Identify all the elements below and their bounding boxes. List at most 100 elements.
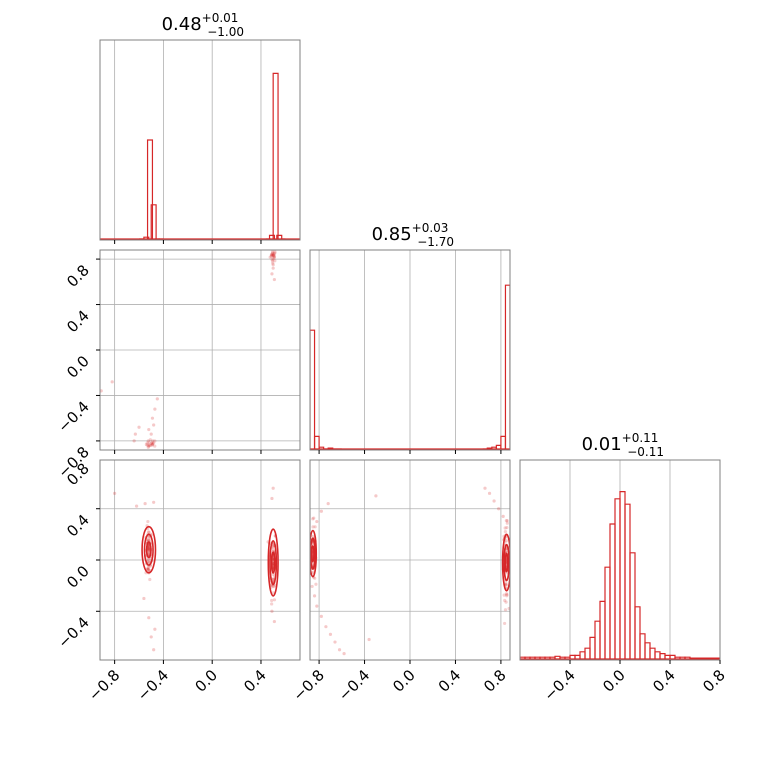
param-1-vs-param-3-point-66 [146, 567, 150, 572]
param-1-vs-param-3-point-135 [272, 598, 277, 602]
param-1-vs-param-3-point-24 [145, 567, 150, 571]
param-2-vs-param-3-point-95 [505, 521, 509, 525]
param-1-vs-param-3-point-152 [134, 504, 139, 508]
xtick-label-param-3-3: 0.8 [699, 666, 729, 696]
param-2-vs-param-3-point-8 [311, 517, 315, 521]
marginal-param-3-panel [519, 459, 721, 664]
param-1-vs-param-3-point-157 [271, 486, 275, 490]
param-1-vs-param-2-point-20 [273, 259, 277, 263]
param-1-vs-param-2-point-6 [269, 253, 274, 257]
param-1-vs-param-3-contour-0-1 [143, 533, 154, 566]
param-1-vs-param-2-point-34 [147, 444, 151, 448]
param-2-vs-param-3-point-114 [504, 592, 509, 596]
param-1-vs-param-2-point-11 [272, 252, 276, 256]
param-2-vs-param-3-point-117 [505, 594, 509, 598]
param-1-marginal-bar-7 [268, 234, 275, 239]
param-1-vs-param-2-point-52 [133, 432, 137, 436]
param-1-vs-param-2-point-14 [273, 250, 277, 254]
param-2-vs-param-3-point-131 [315, 604, 319, 608]
param-2-marginal-bar-1 [313, 435, 320, 449]
param-1-vs-param-2-point-21 [271, 259, 275, 263]
param-1-vs-param-3-point-115 [272, 548, 276, 552]
param-1-vs-param-3-point-154 [149, 635, 153, 639]
param-1-vs-param-2-point-16 [271, 253, 275, 257]
param-2-vs-param-3-point-138 [315, 519, 319, 524]
param-1-marginal-bar-1 [143, 236, 150, 239]
param-3-marginal-bar-23 [634, 606, 641, 659]
param-1-vs-param-3-point-156 [153, 627, 157, 631]
param-1-vs-param-3-point-142 [270, 598, 274, 603]
param-1-vs-param-2-point-9 [271, 253, 275, 257]
param-1-vs-param-2-point-40 [153, 439, 157, 443]
param-2-vs-param-3-point-116 [504, 519, 508, 523]
param-1-vs-param-2-point-48 [152, 423, 156, 427]
param-1-vs-param-3-point-90 [271, 591, 275, 595]
param-1-vs-param-3-point-127 [271, 572, 275, 576]
param-2-vs-param-3-point-135 [333, 640, 337, 644]
param-1-vs-param-2-point-47 [150, 416, 155, 420]
param-1-vs-param-3-point-23 [147, 530, 151, 534]
param-2-vs-param-3-point-112 [504, 538, 508, 543]
param-2-vs-param-3-point-102 [504, 581, 508, 585]
param-1-vs-param-3-point-161 [113, 491, 117, 495]
param-2-vs-param-3-contour-0-1 [310, 537, 316, 570]
xtick-label-param-2-3: 0.4 [435, 666, 465, 696]
param-1-vs-param-2-point-56 [155, 397, 159, 401]
param-1-vs-param-2-point-29 [150, 441, 154, 445]
xtick-label-param-1-2: 0.0 [191, 666, 221, 696]
param-1-vs-param-2-point-28 [146, 445, 150, 449]
param-1-vs-param-2-point-30 [151, 439, 155, 443]
param-2-vs-param-3-point-91 [504, 600, 508, 604]
param-1-vs-param-2-point-13 [271, 257, 275, 261]
xtick-label-param-3-2: 0.4 [649, 666, 679, 696]
param-1-vs-param-2-point-18 [271, 261, 275, 265]
param-2-vs-param-3-point-127 [502, 593, 506, 597]
param-1-vs-param-2-point-44 [272, 277, 276, 282]
param-1-vs-param-3-point-8 [146, 567, 150, 571]
param-1-vs-param-2-point-41 [149, 443, 153, 448]
param-1-marginal-bar-8 [272, 72, 279, 239]
param-1-vs-param-2-point-55 [110, 380, 114, 384]
param-2-vs-param-3-point-93 [503, 608, 508, 612]
param-2-vs-param-3-point-86 [504, 583, 508, 587]
param-1-vs-param-3-point-160 [270, 609, 274, 613]
param-1-vs-param-3-point-140 [271, 584, 275, 588]
param-1-vs-param-3-point-35 [147, 535, 151, 539]
param-1-vs-param-2-point-0 [271, 251, 275, 255]
param-1-vs-param-2-point-7 [269, 253, 274, 257]
param-1-vs-param-3-contour-1-1 [269, 539, 278, 586]
param-1-vs-param-2-point-37 [150, 443, 155, 447]
param-2-vs-param-3-point-78 [504, 583, 508, 587]
param-2-vs-param-3-point-104 [503, 526, 507, 530]
param-2-marginal-bar-0 [310, 329, 316, 449]
param-1-vs-param-3-point-131 [271, 545, 275, 549]
param-1-vs-param-3-point-57 [147, 538, 151, 542]
param-2-vs-param-3-point-147 [374, 494, 378, 498]
param-2-vs-param-3-point-145 [483, 486, 487, 490]
param-1-vs-param-2-point-51 [137, 425, 141, 429]
param-2-vs-param-3-point-137 [342, 651, 346, 656]
param-3-marginal-bar-39 [714, 657, 720, 659]
param-1-vs-param-3-point-6 [148, 577, 152, 582]
param-2-vs-param-3-point-134 [328, 632, 333, 636]
param-1-vs-param-2-point-33 [151, 442, 155, 446]
param-2-vs-param-3-contour-1-1 [503, 543, 510, 582]
param-2-vs-param-3-point-41 [311, 525, 315, 529]
param-2-vs-param-3-contour-1-0 [501, 533, 510, 592]
xtick-label-param-1-3: 0.4 [240, 666, 270, 696]
param-1-vs-param-3-contour-1-2 [270, 551, 276, 574]
param-2-vs-param-3-point-120 [505, 525, 509, 530]
param-1-vs-param-3-point-5 [146, 538, 150, 542]
param-2-vs-param-3-contour-1-2 [504, 552, 509, 573]
param-1-marginal-background [100, 40, 300, 240]
param-2-vs-param-3-point-122 [507, 606, 510, 611]
ytick-label-param-2-1: 0.4 [63, 307, 93, 337]
param-2-vs-param-3-point-45 [313, 525, 317, 529]
param-1-vs-param-2-point-46 [153, 407, 157, 411]
param-1-vs-param-2-point-25 [148, 438, 152, 442]
param-1-vs-param-2-point-23 [150, 442, 154, 447]
param-2-vs-param-3-point-146 [367, 637, 371, 642]
param-1-vs-param-3-point-158 [270, 496, 274, 501]
param-1-vs-param-2-point-50 [149, 432, 153, 436]
param-2-vs-param-3-point-132 [319, 614, 323, 619]
